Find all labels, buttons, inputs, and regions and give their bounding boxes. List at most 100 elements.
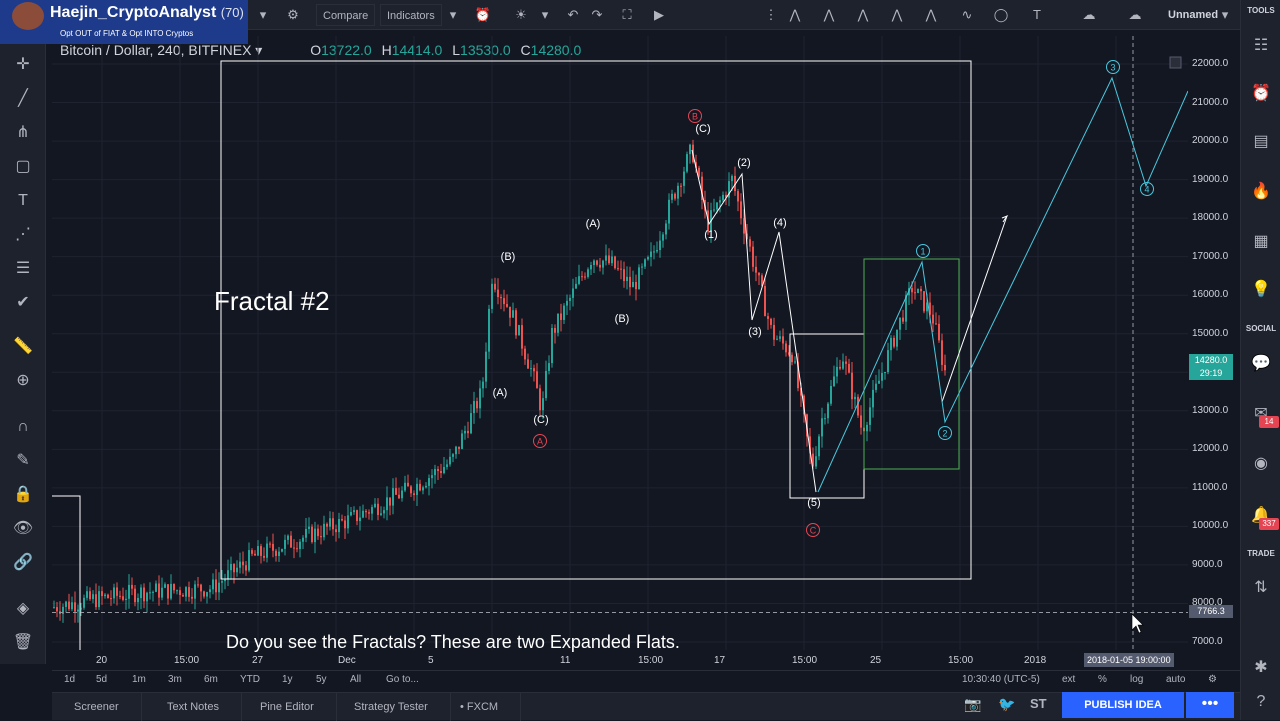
gear-icon[interactable]: ⚙ [287,7,299,22]
range-button-1m[interactable]: 1m [132,674,146,685]
eye-icon[interactable]: 👁 [12,520,34,537]
cloud-icon[interactable]: ☁ [1082,7,1096,22]
magnet-icon[interactable]: ∩ [17,418,29,435]
bulb-icon[interactable]: ☀ [515,7,527,22]
tab-text-notes[interactable]: Text Notes [145,693,242,721]
prediction-icon[interactable]: ☰ [15,260,31,277]
tab-strategy-tester[interactable]: Strategy Tester [332,693,451,721]
range-button-6m[interactable]: 6m [204,674,218,685]
range-button-1y[interactable]: 1y [282,674,293,685]
user-badge[interactable]: Haejin_CryptoAnalyst (70) Opt OUT of FIA… [0,0,248,44]
price-axis[interactable]: 22000.0 21000.0 20000.0 19000.0 18000.0 17000… [1188,36,1240,662]
wave-label-4: (4) [773,217,786,229]
candle-body [221,581,223,583]
avatar[interactable] [12,2,44,30]
time-tick-label: Dec [338,655,356,666]
candle-body [131,584,133,589]
layout-name[interactable]: Unnamed [1162,4,1225,26]
candle-body [317,528,319,537]
log-toggle[interactable]: log [1130,674,1144,685]
tab-fxcm[interactable]: • FXCM [438,693,522,721]
chat-icon[interactable]: 💬 [1251,355,1271,372]
gear-icon[interactable]: ⚙ [1208,674,1217,685]
chevron-down-icon[interactable]: ▾ [541,7,549,22]
range-button-goto[interactable]: Go to... [386,674,419,685]
more-icon[interactable]: ••• [1186,692,1234,718]
candle-body [647,257,649,260]
bar-countdown-tag: 29:19 [1189,367,1233,381]
stocktwits-icon[interactable]: ST [1030,696,1047,711]
data-window-icon[interactable]: ▤ [1253,133,1269,150]
candle-body [809,436,811,454]
trendline-icon[interactable]: ╱ [18,90,28,107]
candle-body [491,283,493,309]
pattern-icon[interactable]: ⋰ [15,226,31,243]
path-icon[interactable]: ∿ [961,7,973,22]
fork-icon[interactable]: ⋔ [16,124,30,141]
trash-icon[interactable]: 🗑 [12,634,34,651]
redo-icon[interactable]: ↷ [591,7,603,22]
indicators-button[interactable]: Indicators [380,4,442,26]
percent-toggle[interactable]: % [1098,674,1107,685]
chevron-down-icon[interactable]: ▾ [1221,7,1229,22]
alert-icon[interactable]: ⏰ [474,7,492,22]
text-tool-icon[interactable]: T [1033,7,1041,22]
time-axis[interactable]: 20 15:00 27 Dec 5 11 15:00 17 15:00 25 15:00 2018 20… [52,652,1188,670]
candle-body [686,154,688,172]
text-icon[interactable]: T [18,192,28,209]
lock-icon[interactable]: 🔒 [13,486,33,503]
wave-tool-icon[interactable]: ⋀ [857,7,869,22]
help-icon[interactable]: ? [1256,693,1266,710]
hotlist-icon[interactable]: 🔥 [1251,183,1271,200]
cloud-upload-icon[interactable]: ☁ [1128,7,1142,22]
compare-button[interactable]: Compare [316,4,376,26]
link-icon[interactable]: 🔗 [13,554,33,571]
range-button-3m[interactable]: 3m [168,674,182,685]
price-chart[interactable]: (A) (B) (C) (A) (B) (C) (1) (2) (3) (4) (5) A B C 1 2 3 4 [52,36,1188,650]
wave-tool-icon[interactable]: ⋀ [925,7,937,22]
chevron-down-icon[interactable]: ▾ [259,7,267,22]
wave-tool-icon[interactable]: ⋀ [823,7,835,22]
price-tick-label: 21000.0 [1192,96,1229,108]
ext-toggle[interactable]: ext [1062,674,1076,685]
publish-idea-button[interactable]: PUBLISH IDEA [1062,692,1184,718]
rectangle-icon[interactable]: ▢ [15,158,31,175]
range-button-5d[interactable]: 5d [96,674,108,685]
range-button-5y[interactable]: 5y [316,674,327,685]
camera-icon[interactable]: 📷 [964,696,982,712]
twitter-icon[interactable]: 🐦 [998,696,1016,712]
ideas-icon[interactable]: 💡 [1251,281,1271,298]
calendar-icon[interactable]: ▦ [1253,233,1269,250]
candle-body [638,267,640,290]
tab-pine-editor[interactable]: Pine Editor [238,693,337,721]
drag-handle-icon[interactable]: ⋮ [764,7,778,22]
crosshair-icon[interactable]: ✛ [16,56,30,73]
chevron-down-icon[interactable]: ▾ [449,7,457,22]
candle-body [503,298,505,305]
alarm-icon[interactable]: ⏰ [1251,85,1271,102]
ellipse-icon[interactable]: ◯ [993,7,1009,22]
wave-tool-icon[interactable]: ⋀ [891,7,903,22]
wave-label-b: (B) [501,251,516,263]
streams-icon[interactable]: ◉ [1254,455,1268,472]
range-button-1d[interactable]: 1d [64,674,76,685]
ruler-icon[interactable]: 📏 [13,338,33,355]
watchlist-icon[interactable]: ☷ [1253,37,1269,54]
layers-icon[interactable]: ◈ [16,600,30,617]
wave-tool-icon[interactable]: ⋀ [789,7,801,22]
fullscreen-icon[interactable]: ⛶ [622,7,632,22]
candle-body [881,373,883,381]
symbol-title[interactable]: Bitcoin / Dollar, 240, BITFINEX [60,42,252,58]
auto-toggle[interactable]: auto [1166,674,1186,685]
range-button-all[interactable]: All [350,674,362,685]
check-icon[interactable]: ✔ [16,294,30,311]
bug-icon[interactable]: ✱ [1254,659,1268,676]
zoom-icon[interactable]: ⊕ [16,372,30,389]
candle-body [614,256,616,269]
trade-icon[interactable]: ⇅ [1254,579,1268,596]
pencil-icon[interactable]: ✎ [16,452,30,469]
undo-icon[interactable]: ↶ [567,7,579,22]
play-icon[interactable]: ▶ [654,7,664,22]
tab-screener[interactable]: Screener [52,693,142,721]
range-button-ytd[interactable]: YTD [240,674,260,685]
